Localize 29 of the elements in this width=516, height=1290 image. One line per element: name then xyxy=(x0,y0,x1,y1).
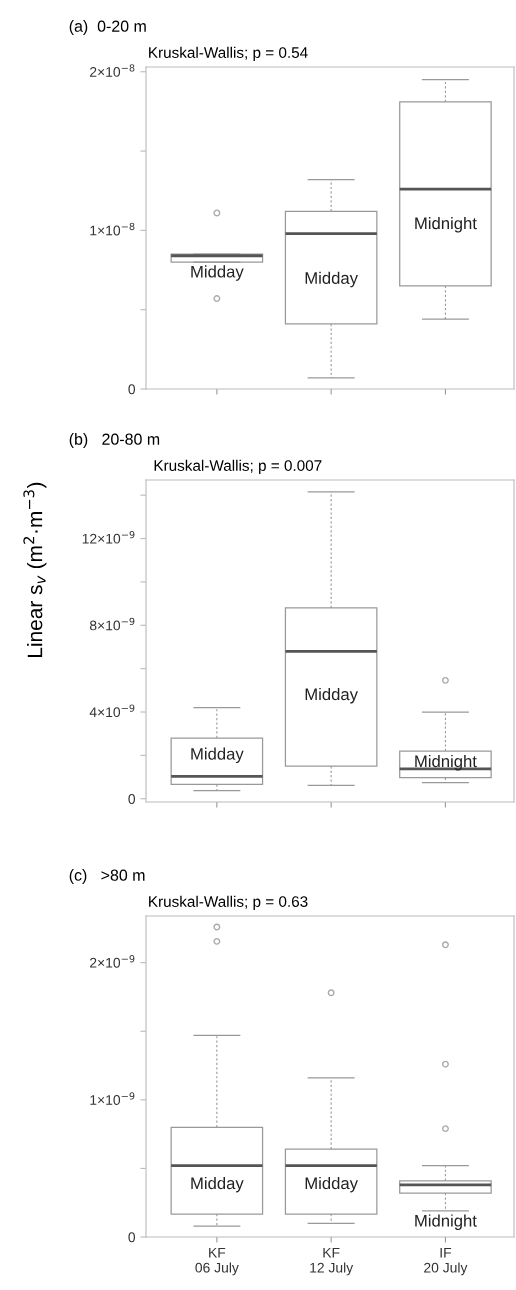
annotation: Midday xyxy=(191,265,244,281)
y-tick-label: 1×10$^{−8}$ xyxy=(90,222,135,236)
y-axis-title: Linear s$_{v}$ (m$^{2}$·m$^{−3}$) xyxy=(23,482,47,657)
x-tick-label: IF 20 July xyxy=(424,1247,468,1276)
chart-subtitle: Kruskal-Wallis; p = 0.63 xyxy=(149,895,308,910)
y-tick-label: 4×10$^{−9}$ xyxy=(89,704,135,718)
annotation: Midday xyxy=(305,271,358,288)
chart-title: (a) 0-20 m xyxy=(69,20,146,35)
y-tick-label: 2×10$^{−9}$ xyxy=(90,955,135,968)
x-tick-label: KF 06 July xyxy=(195,1247,239,1276)
chart-title: (c) >80 m xyxy=(69,869,145,884)
y-tick-label: 2×10$^{−8}$ xyxy=(90,64,135,77)
annotation: Midnight xyxy=(415,217,477,233)
chart-title: (b) 20-80 m xyxy=(69,433,160,448)
x-tick-label: KF 12 July xyxy=(310,1247,354,1276)
y-tick-label: 1×10$^{−9}$ xyxy=(90,1092,135,1105)
chart-subtitle: Kruskal-Wallis; p = 0.007 xyxy=(154,459,322,474)
annotation: Midday xyxy=(305,1176,358,1193)
annotation: Midday xyxy=(191,1176,244,1193)
annotation: Midnight xyxy=(415,1214,477,1230)
y-tick-label: 12×10$^{−9}$ xyxy=(82,530,135,544)
annotation: Midday xyxy=(305,687,358,704)
y-tick-label: 8×10$^{−9}$ xyxy=(89,617,135,631)
y-tick-label: 0 xyxy=(128,1232,136,1243)
y-tick-label: 0 xyxy=(128,794,136,804)
y-tick-label: 0 xyxy=(128,384,136,395)
chart-subtitle: Kruskal-Wallis; p = 0.54 xyxy=(149,46,308,61)
annotation: Midnight xyxy=(415,754,477,771)
annotation: Midday xyxy=(191,747,244,764)
